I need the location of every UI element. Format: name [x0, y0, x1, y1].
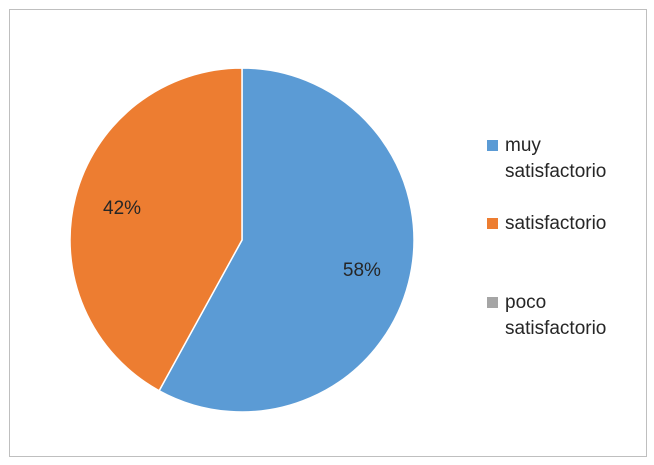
legend-item-satisfactorio: satisfactorio [487, 211, 606, 237]
legend-label-satisfactorio: satisfactorio [505, 213, 607, 234]
legend-item-poco-satisfactorio: poco satisfactorio [487, 290, 647, 342]
legend-swatch-poco-satisfactorio [487, 297, 498, 308]
legend-swatch-muy-satisfactorio [487, 140, 498, 151]
legend-swatch-satisfactorio [487, 218, 498, 229]
data-label-muy-satisfactorio: 58% [343, 260, 381, 281]
data-label-satisfactorio: 42% [103, 198, 141, 219]
pie-slice-muy-satisfactorio [158, 67, 415, 413]
legend-item-muy-satisfactorio: muy satisfactorio [487, 133, 647, 185]
legend-label-muy-satisfactorio: muy satisfactorio [505, 135, 607, 182]
pie-slice-satisfactorio [69, 67, 243, 392]
legend-label-poco-satisfactorio: poco satisfactorio [505, 292, 607, 339]
